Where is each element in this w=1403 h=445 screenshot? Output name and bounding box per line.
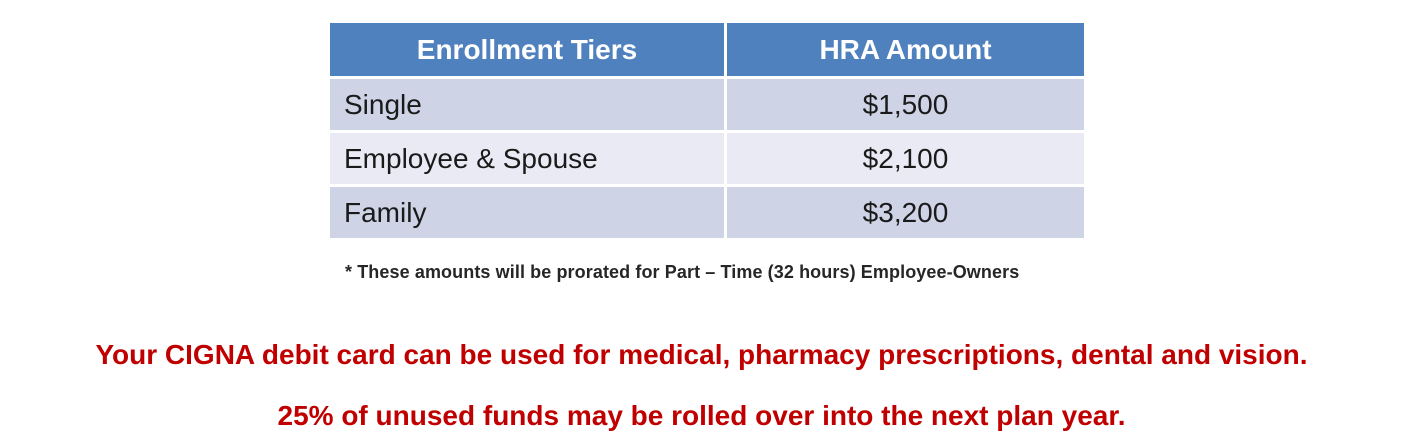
cigna-debit-card-note: Your CIGNA debit card can be used for me… bbox=[95, 339, 1308, 370]
table-row-employee-spouse-amount: $2,100 bbox=[727, 133, 1084, 184]
table-header-enrollment-tiers: Enrollment Tiers bbox=[330, 23, 724, 76]
amount-value: $3,200 bbox=[862, 196, 949, 228]
amount-value: $1,500 bbox=[862, 88, 949, 120]
table-footnote: * These amounts will be prorated for Par… bbox=[345, 262, 1020, 282]
tier-label: Family bbox=[344, 196, 427, 228]
hra-amount-table: Enrollment Tiers HRA Amount Single $1,50… bbox=[330, 23, 1084, 238]
header-label: Enrollment Tiers bbox=[416, 33, 638, 65]
rollover-note: 25% of unused funds may be rolled over i… bbox=[277, 400, 1126, 431]
table-row-family-amount: $3,200 bbox=[727, 187, 1084, 238]
tier-label: Single bbox=[344, 88, 422, 120]
table-row-family-tier: Family bbox=[330, 187, 724, 238]
table-row-single-amount: $1,500 bbox=[727, 79, 1084, 130]
header-label: HRA Amount bbox=[819, 33, 992, 65]
table-row-single-tier: Single bbox=[330, 79, 724, 130]
table-header-hra-amount: HRA Amount bbox=[727, 23, 1084, 76]
tier-label: Employee & Spouse bbox=[344, 142, 598, 174]
table-row-employee-spouse-tier: Employee & Spouse bbox=[330, 133, 724, 184]
amount-value: $2,100 bbox=[862, 142, 949, 174]
